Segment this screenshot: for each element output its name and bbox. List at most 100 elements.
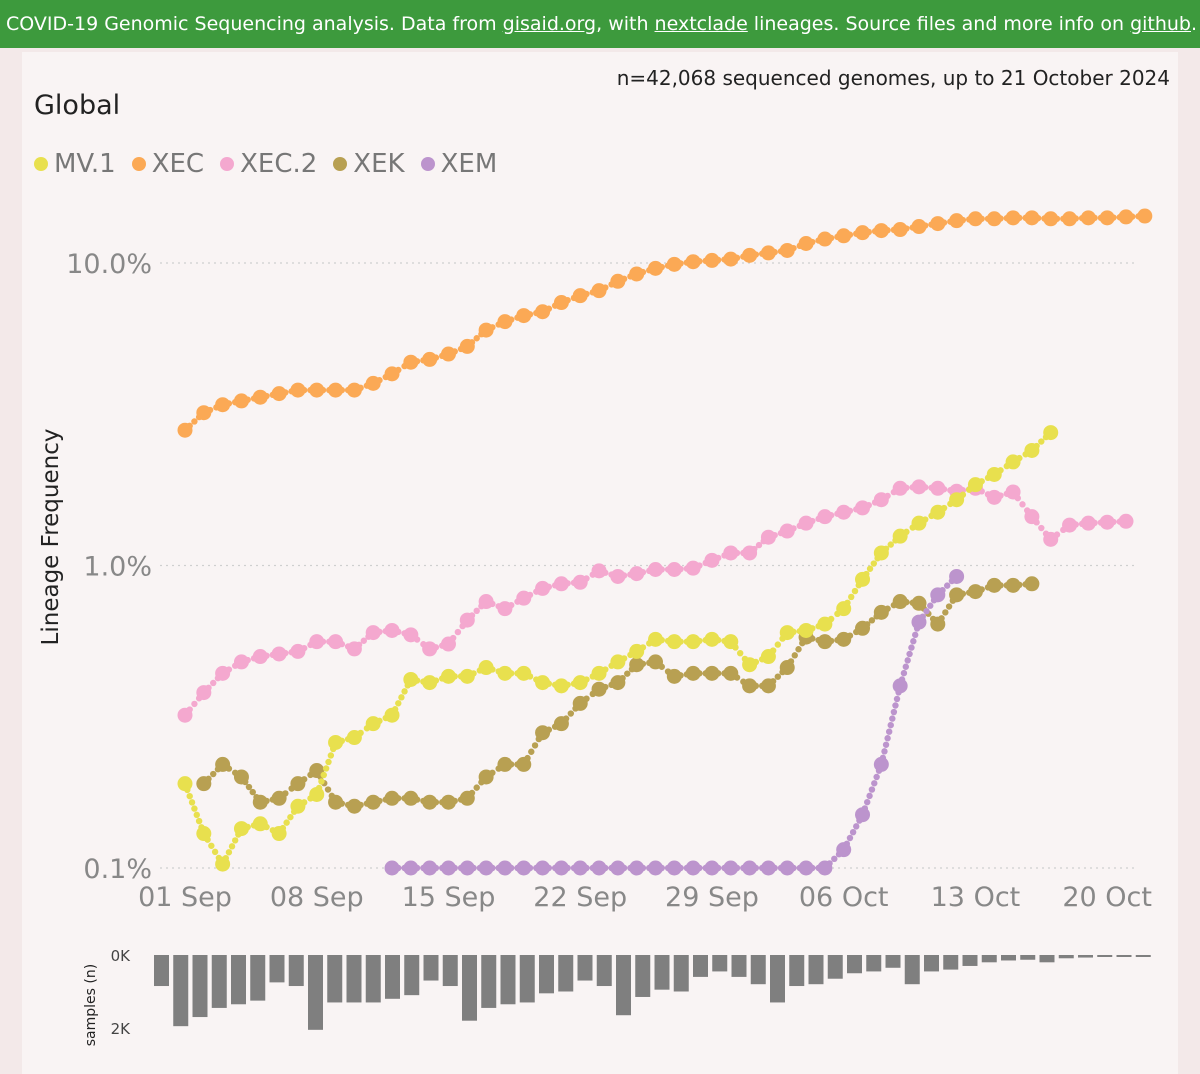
gisaid-link[interactable]: gisaid.org [502,13,597,35]
data-point [873,756,889,772]
data-point [892,480,908,496]
data-point [648,631,663,647]
connector-dot [866,565,874,572]
connector-dot [942,609,949,616]
sample-bar [885,955,901,968]
data-point [855,571,871,587]
data-point [986,489,1002,505]
data-point [591,283,607,299]
data-point [723,251,739,267]
sample-bar [308,955,323,1030]
data-point [704,252,720,268]
connector-dot [774,641,782,648]
data-point [1043,531,1059,547]
series-xec [177,208,1153,438]
data-point [478,660,494,676]
legend-item-xec[interactable]: XEC [131,149,204,179]
data-point [252,816,268,832]
sample-bar [1078,955,1093,958]
data-point [1062,517,1078,533]
sample-bar [558,955,574,992]
nextclade-link[interactable]: nextclade [654,13,748,35]
data-point [572,574,588,590]
data-point [817,616,833,632]
y-axis-label: Lineage Frequency [38,429,64,646]
connector-dot [906,650,913,658]
data-point [949,492,965,508]
data-point [1080,515,1096,531]
data-point [779,625,795,641]
sample-bar [673,955,689,992]
connector-dot [327,752,335,759]
connector-dot [191,700,198,708]
data-point [873,604,889,620]
data-point [1024,442,1040,458]
data-point [930,504,946,520]
data-point [836,504,852,520]
data-point [422,860,438,876]
legend-item-xek[interactable]: XEK [333,149,405,179]
data-point [440,636,456,652]
connector-dot [318,778,325,785]
sample-bar [385,955,400,999]
connector-dot [325,758,332,766]
data-point [873,223,889,239]
legend-item-xem[interactable]: XEM [420,149,497,179]
connector-dot [245,783,253,791]
connector-dot [904,657,911,664]
connector-dot [849,828,857,836]
data-point [892,594,908,610]
data-point [478,860,494,876]
data-point [365,375,381,391]
data-point [817,231,833,247]
data-point [478,594,494,610]
sample-bar [943,955,959,970]
data-point [911,515,927,531]
sample-bar [962,955,978,966]
data-point [1137,208,1153,224]
connector-dot [887,721,894,729]
data-point [836,842,852,858]
sample-bar [250,955,266,1001]
data-point [516,756,532,772]
sample-bar [327,955,343,1003]
data-point [723,665,739,681]
connector-dot [866,792,873,800]
data-point [497,314,513,330]
data-point [930,587,946,603]
data-point [233,769,249,785]
x-tick-label: 20 Oct [1062,882,1152,913]
connector-dot [873,773,880,781]
data-point [817,634,833,650]
sample-bars [154,955,1151,1030]
data-point [1043,211,1059,227]
data-point [591,681,607,697]
data-point [459,790,475,806]
data-point [704,860,720,876]
sample-bar [866,955,882,972]
sample-bar [750,955,766,985]
bar-y-tick-label: 2K [111,1020,132,1038]
data-point [648,562,663,578]
data-point [1062,211,1078,227]
data-point [629,643,645,659]
data-point [535,725,551,741]
legend-item-mv-1[interactable]: MV.1 [34,149,116,179]
data-point [1099,210,1115,226]
connector-dot [892,702,899,709]
data-point [384,790,400,806]
sample-bar [192,955,208,1018]
data-point [196,405,212,421]
data-point [535,580,551,596]
data-point [723,545,739,561]
connector-dot [208,842,215,849]
data-point [591,860,607,876]
legend-item-xec-2[interactable]: XEC.2 [220,149,317,179]
connector-dot [774,673,782,680]
legend-label: MV.1 [54,149,116,179]
data-point [535,675,551,691]
data-point [742,860,758,876]
bar-y-tick-label: 0K [111,947,132,965]
github-link[interactable]: github [1130,13,1191,35]
data-point [497,665,513,681]
